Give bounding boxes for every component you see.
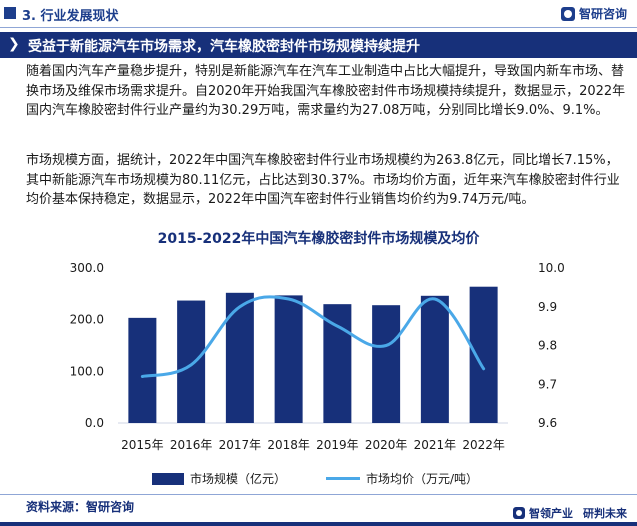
y-left-tick-label: 100.0 [70,364,104,378]
footer-divider [0,494,637,495]
legend-label-avg-price: 市场均价（万元/吨） [366,472,479,486]
x-tick-label: 2020年 [365,438,408,452]
bar-market-size [128,317,157,423]
x-tick-label: 2019年 [316,438,359,452]
footer-slogan-right: 研判未来 [583,507,627,520]
bar-market-size [225,292,254,423]
y-left-tick-label: 300.0 [70,261,104,275]
top-bar: 3. 行业发展现状 智研咨询 [0,0,637,28]
bottom-bar [0,522,637,526]
legend-swatch-bar [152,472,184,485]
footer-brand: 智领产业 研判未来 [513,505,627,521]
y-left-tick-label: 0.0 [85,416,104,430]
paragraph-market-size: 市场规模方面，据统计，2022年中国汽车橡胶密封件行业市场规模约为263.8亿元… [26,153,620,207]
bar-market-size [274,295,303,423]
bar-market-size [420,295,449,423]
chart-legend: 市场规模（亿元） 市场均价（万元/吨） [152,470,478,487]
bar-market-size [372,305,401,423]
y-right-tick-label: 9.9 [538,300,557,314]
section-title: 3. 行业发展现状 [22,9,119,24]
x-tick-label: 2016年 [170,438,213,452]
brand-logo-icon [560,6,575,21]
chevron-right-icon: ❯ [8,36,20,52]
bar-market-size [323,304,352,423]
brand-name: 智研咨询 [578,7,627,21]
legend-label-market-size: 市场规模（亿元） [190,472,287,486]
footer-logo-icon [513,507,525,519]
section-marker-icon [4,7,16,19]
headline-text: 受益于新能源汽车市场需求，汽车橡胶密封件市场规模持续提升 [28,39,420,55]
y-right-tick-label: 9.8 [538,339,557,353]
footer-slogan-left: 智领产业 [529,507,573,520]
x-tick-label: 2018年 [267,438,310,452]
y-right-tick-label: 9.6 [538,416,557,430]
x-tick-label: 2017年 [219,438,262,452]
paragraph-production: 随着国内汽车产量稳步提升，特别是新能源汽车在汽车工业制造中占比大幅提升，导致国内… [26,64,626,118]
source-note: 资料来源：智研咨询 [26,500,135,514]
legend-swatch-line [326,477,361,480]
combo-chart: 0.0 100.0 200.0 300.0 9.6 9.7 9.8 9.9 10.0 2015年 2… [70,261,565,452]
chart-title: 2015-2022年中国汽车橡胶密封件市场规模及均价 [157,231,480,247]
bar-market-size [177,300,206,423]
y-right-tick-label: 9.7 [538,377,557,391]
header-brand: 智研咨询 [560,5,627,22]
y-left-tick-label: 200.0 [70,313,104,327]
x-tick-label: 2022年 [462,438,505,452]
x-tick-label: 2021年 [414,438,457,452]
headline-banner: ❯ 受益于新能源汽车市场需求，汽车橡胶密封件市场规模持续提升 [0,32,637,58]
header-divider [0,27,637,28]
bar-market-size [469,286,498,423]
y-right-tick-label: 10.0 [538,261,565,275]
x-tick-label: 2015年 [121,438,164,452]
